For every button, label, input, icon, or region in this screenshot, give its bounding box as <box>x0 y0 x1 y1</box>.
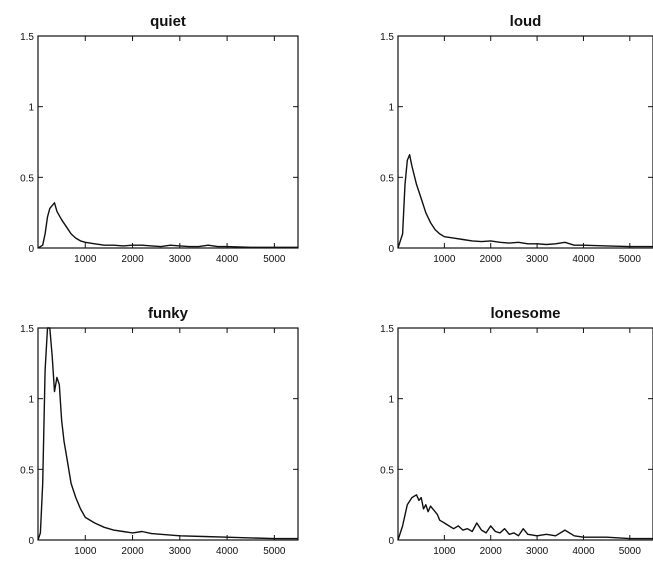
y-tick-label: 1.5 <box>20 324 34 335</box>
x-tick-label: 3000 <box>526 546 549 557</box>
x-tick-label: 5000 <box>619 254 642 265</box>
x-tick-label: 3000 <box>526 254 549 265</box>
x-tick-label: 5000 <box>263 546 286 557</box>
panel-title: funky <box>148 305 189 322</box>
plot-frame <box>37 35 299 249</box>
x-tick-label: 1000 <box>74 546 97 557</box>
y-tick-label: 1.5 <box>380 32 394 43</box>
x-tick-label: 2000 <box>121 546 144 557</box>
y-tick-label: 1 <box>388 103 394 114</box>
y-tick-label: 1.5 <box>380 324 394 335</box>
panel-title: quiet <box>150 13 186 30</box>
y-tick-label: 1 <box>28 395 34 406</box>
panel-title: loud <box>510 13 542 30</box>
x-tick-label: 1000 <box>433 254 456 265</box>
series-line <box>37 202 298 249</box>
plot-frame <box>397 35 653 249</box>
panel-funky: funky 0 0.5 1 1.5 1000 2000 3000 4000 5000 <box>20 305 299 557</box>
y-tick-label: 0.5 <box>20 173 34 184</box>
y-tick-label: 0.5 <box>380 173 394 184</box>
y-tick-label: 0 <box>388 536 394 547</box>
x-tick-label: 4000 <box>572 254 595 265</box>
x-tick-label: 2000 <box>480 546 503 557</box>
y-tick-label: 0 <box>28 536 34 547</box>
x-tick-label: 2000 <box>121 254 144 265</box>
series-line <box>397 153 653 249</box>
x-tick-label: 4000 <box>216 546 239 557</box>
plot-frame <box>37 327 299 541</box>
y-tick-label: 1 <box>28 103 34 114</box>
y-tick-label: 0.5 <box>380 465 394 476</box>
y-tick-label: 0 <box>28 244 34 255</box>
series-line <box>37 327 298 541</box>
y-tick-label: 1 <box>388 395 394 406</box>
panel-loud: loud 0 0.5 1 1.5 1000 2000 3000 4000 5000 <box>380 13 653 265</box>
series-line <box>397 494 653 541</box>
panel-quiet: quiet 0 0.5 1 1.5 1000 2000 3000 4000 5000 <box>20 13 299 265</box>
x-tick-label: 5000 <box>619 546 642 557</box>
y-tick-label: 0.5 <box>20 465 34 476</box>
x-tick-label: 4000 <box>216 254 239 265</box>
x-tick-label: 4000 <box>572 546 595 557</box>
x-tick-label: 1000 <box>74 254 97 265</box>
x-tick-label: 3000 <box>169 254 192 265</box>
panel-lonesome: lonesome 0 0.5 1 1.5 1000 2000 3000 4000 5000 <box>380 305 653 557</box>
x-tick-label: 3000 <box>169 546 192 557</box>
y-tick-label: 0 <box>388 244 394 255</box>
plot-frame <box>397 327 653 541</box>
x-tick-label: 1000 <box>433 546 456 557</box>
x-tick-label: 5000 <box>263 254 286 265</box>
x-tick-label: 2000 <box>480 254 503 265</box>
y-tick-label: 1.5 <box>20 32 34 43</box>
panel-title: lonesome <box>490 305 560 322</box>
